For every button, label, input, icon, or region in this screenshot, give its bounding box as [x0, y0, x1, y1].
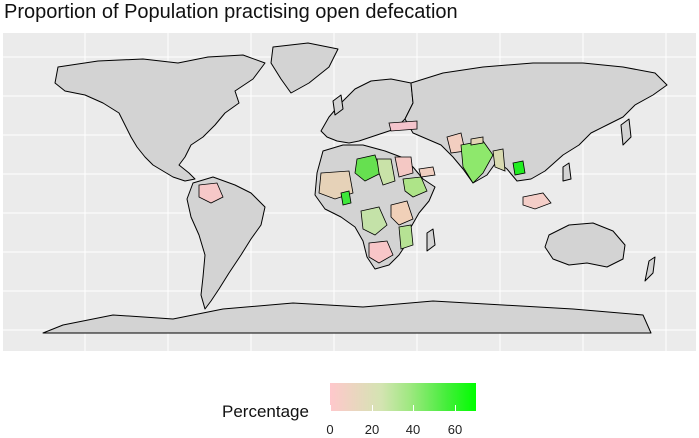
region-mozambique: [398, 224, 414, 250]
continent-australia: [544, 222, 626, 268]
legend-color-bar: [330, 383, 476, 411]
legend-tick-mark: [455, 405, 456, 411]
region-ethiopia: [402, 176, 428, 198]
legend-tick-mark: [413, 405, 414, 411]
new-zealand: [644, 256, 656, 282]
legend-title: Percentage: [222, 402, 309, 421]
region-ghana-togo: [340, 190, 352, 206]
region-myanmar: [492, 148, 506, 172]
region-sudan: [394, 156, 414, 178]
philippines: [562, 162, 572, 182]
region-cambodia: [512, 160, 526, 176]
region-nepal: [470, 136, 484, 146]
region-turkey: [388, 120, 418, 132]
chart-title: Proportion of Population practising open…: [4, 1, 458, 23]
region-east-africa: [390, 200, 414, 226]
region-southern-africa: [368, 240, 394, 264]
legend-tick-mark: [330, 405, 331, 411]
continent-antarctica: [42, 300, 652, 334]
region-indonesia: [522, 192, 552, 210]
legend-tick-label: 0: [326, 422, 334, 437]
greenland: [270, 42, 339, 94]
region-niger: [354, 154, 382, 182]
japan: [620, 118, 632, 146]
continent-south-america: [186, 176, 266, 310]
region-yemen: [418, 166, 436, 178]
world-map: [3, 33, 696, 351]
region-congo: [360, 206, 388, 236]
region-chad: [376, 158, 396, 186]
legend-tick-label: 60: [447, 422, 463, 437]
legend-tick-label: 40: [405, 422, 421, 437]
legend-tick-mark: [372, 405, 373, 411]
legend-tick-label: 20: [364, 422, 380, 437]
madagascar: [426, 228, 436, 252]
region-colombia: [198, 182, 224, 204]
map-panel: [3, 33, 696, 351]
continent-north-america: [54, 54, 266, 182]
uk-ireland: [332, 94, 344, 116]
